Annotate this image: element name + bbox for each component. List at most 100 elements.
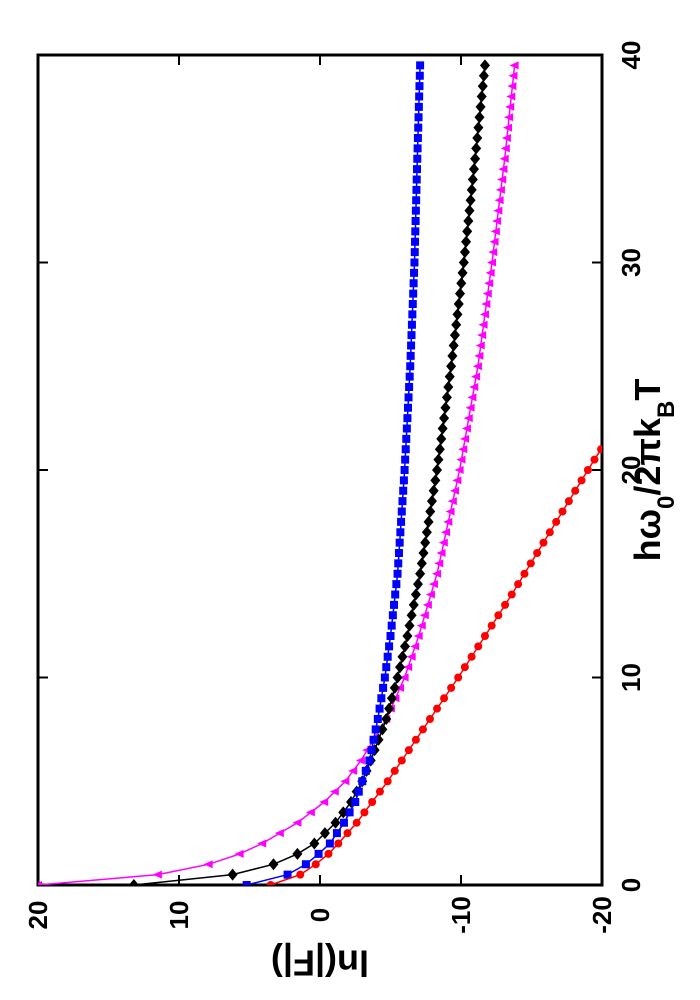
- data-point: [410, 258, 419, 267]
- data-point: [436, 549, 446, 557]
- data-point: [152, 870, 162, 879]
- data-point: [377, 694, 386, 703]
- data-point: [499, 154, 509, 163]
- data-point: [413, 154, 422, 163]
- data-point: [426, 495, 437, 508]
- data-point: [472, 132, 483, 144]
- data-point: [330, 816, 341, 829]
- data-point: [434, 443, 445, 456]
- data-point: [371, 725, 380, 734]
- data-point: [509, 61, 519, 70]
- series-square: [242, 61, 425, 885]
- data-point: [558, 507, 567, 516]
- data-point: [386, 692, 397, 705]
- data-point: [415, 71, 424, 80]
- data-point: [412, 578, 423, 591]
- data-point: [471, 142, 482, 155]
- data-point: [458, 445, 468, 454]
- series-triangle: [38, 61, 519, 885]
- data-point: [334, 839, 343, 848]
- y-tick-label: 20: [23, 901, 53, 930]
- data-point: [564, 497, 573, 506]
- data-point: [340, 777, 350, 786]
- data-point: [358, 777, 367, 786]
- data-point: [393, 569, 402, 578]
- data-point: [329, 787, 339, 796]
- data-point: [463, 215, 474, 227]
- data-point: [539, 538, 548, 547]
- data-point: [474, 642, 483, 651]
- data-point: [292, 847, 303, 860]
- data-point: [465, 194, 476, 207]
- data-point: [399, 476, 408, 485]
- data-point: [388, 611, 397, 620]
- data-point: [401, 445, 410, 454]
- data-point: [443, 381, 454, 393]
- data-point: [437, 422, 448, 435]
- x-tick-label: 10: [616, 663, 646, 692]
- data-point: [432, 569, 442, 578]
- data-point: [552, 517, 561, 526]
- data-point: [411, 227, 420, 236]
- data-point: [375, 704, 384, 713]
- data-point: [476, 90, 487, 103]
- data-point: [411, 237, 420, 246]
- data-point: [398, 497, 407, 506]
- data-point: [410, 642, 420, 651]
- data-point: [414, 123, 423, 132]
- data-point: [507, 82, 517, 91]
- data-point: [402, 424, 411, 433]
- data-point: [506, 92, 516, 101]
- data-point: [449, 329, 460, 342]
- data-point: [403, 663, 413, 672]
- data-point: [332, 829, 341, 838]
- data-point: [493, 206, 503, 215]
- data-point: [360, 808, 369, 817]
- data-point: [314, 849, 323, 858]
- data-point: [457, 266, 468, 279]
- data-point: [410, 588, 421, 601]
- data-point: [128, 879, 139, 885]
- data-point: [501, 134, 511, 142]
- data-point: [348, 766, 358, 775]
- x-tick-label: 20: [616, 456, 646, 485]
- data-point: [425, 715, 434, 723]
- data-point: [402, 434, 411, 443]
- plot-frame: [36, 53, 604, 887]
- data-point: [319, 827, 330, 840]
- data-point: [494, 611, 503, 620]
- data-point: [406, 609, 417, 622]
- data-point: [422, 600, 432, 609]
- data-point: [325, 839, 334, 848]
- data-point: [414, 102, 423, 111]
- data-point: [404, 619, 415, 632]
- data-point: [462, 225, 473, 238]
- data-point: [455, 287, 466, 300]
- data-point: [489, 237, 499, 246]
- data-point: [392, 671, 403, 684]
- data-point: [38, 881, 42, 885]
- data-point: [484, 279, 494, 288]
- data-point: [452, 476, 462, 485]
- data-point: [430, 474, 441, 487]
- ticks: [37, 54, 603, 886]
- data-point: [292, 818, 302, 827]
- data-point: [392, 580, 401, 589]
- data-point: [397, 650, 408, 663]
- data-point: [436, 432, 447, 445]
- data-point: [301, 860, 310, 869]
- data-point: [465, 403, 475, 412]
- data-point: [488, 248, 498, 257]
- data-point: [352, 818, 361, 827]
- data-point: [406, 362, 415, 371]
- data-point: [413, 134, 422, 142]
- x-axis-label-part: k: [627, 417, 668, 438]
- data-point: [441, 391, 452, 404]
- series-circle: [266, 445, 602, 885]
- data-point: [406, 652, 416, 661]
- data-point: [545, 528, 554, 537]
- data-point: [296, 870, 305, 879]
- data-point: [475, 341, 485, 350]
- data-point: [407, 331, 416, 340]
- data-point: [487, 621, 496, 630]
